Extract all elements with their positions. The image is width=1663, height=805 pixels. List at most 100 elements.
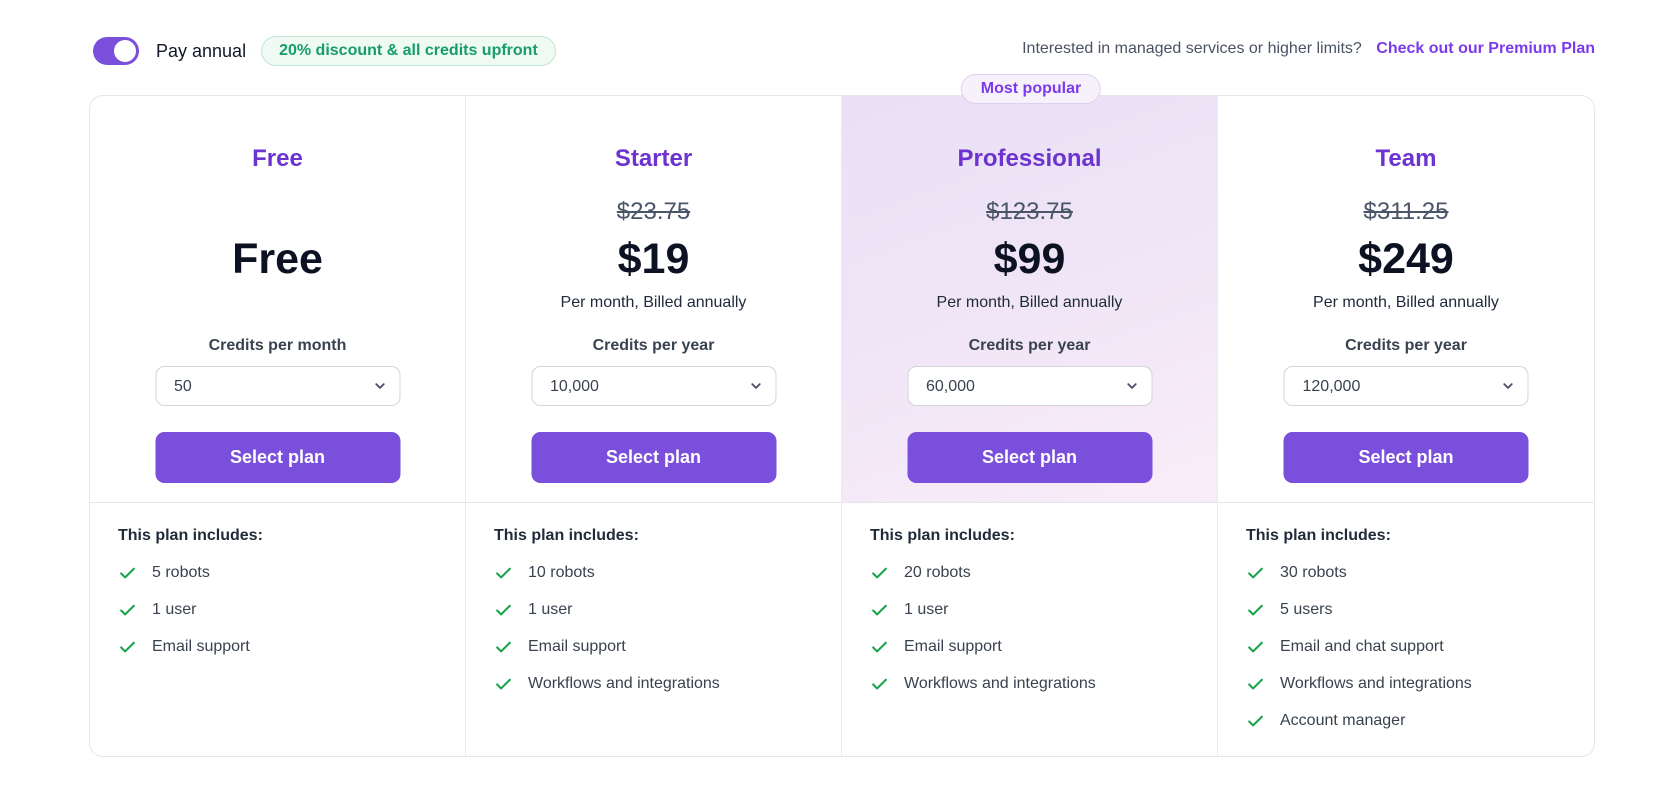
plan-price: $99 [993,235,1066,283]
plan-top-section: Starter $23.75 $19 Per month, Billed ann… [466,96,841,503]
plan-features-section: This plan includes: 5 robots [90,503,465,658]
feature-text: 1 user [152,601,197,618]
plan-column-professional: Professional $123.75 $99 Per month, Bill… [842,96,1218,756]
plan-name: Professional [957,145,1102,172]
discount-badge: 20% discount & all credits upfront [261,36,556,66]
plan-features-section: This plan includes: 30 robots [1218,503,1594,732]
check-icon [1246,712,1265,731]
check-icon [1246,601,1265,620]
check-icon [1246,638,1265,657]
plan-top-section: Team $311.25 $249 Per month, Billed annu… [1218,96,1594,503]
feature-item: Email support [494,636,823,658]
select-plan-button[interactable]: Select plan [907,432,1152,483]
feature-text: 20 robots [904,564,971,581]
pricing-card: Free Free Credits per month 50 Select pl… [89,95,1595,757]
feature-text: Email and chat support [1280,638,1444,655]
credits-select[interactable]: 120,000 [1283,366,1529,406]
feature-list: 30 robots 5 users Email and chat sup [1246,562,1576,732]
check-icon [494,638,513,657]
most-popular-badge: Most popular [960,74,1102,104]
feature-text: Workflows and integrations [1280,675,1472,692]
credits-label: Credits per year [968,337,1091,354]
plan-old-price: $123.75 [986,198,1073,225]
check-icon [870,638,889,657]
feature-text: 5 robots [152,564,210,581]
credits-label: Credits per year [592,337,715,354]
check-icon [494,564,513,583]
includes-title: This plan includes: [870,527,1015,544]
credits-select-wrap: 120,000 [1283,366,1529,406]
plan-old-price: $311.25 [1363,198,1449,225]
feature-item: 1 user [870,599,1199,621]
feature-item: 20 robots [870,562,1199,584]
credits-select[interactable]: 10,000 [531,366,776,406]
plan-price: Free [232,235,323,283]
feature-text: 10 robots [528,564,595,581]
plan-features-section: This plan includes: 20 robots [842,503,1217,695]
feature-text: Account manager [1280,712,1406,729]
check-icon [1246,564,1265,583]
feature-item: 10 robots [494,562,823,584]
select-plan-button[interactable]: Select plan [1283,432,1529,483]
credits-select[interactable]: 50 [155,366,400,406]
feature-item: Email support [118,636,447,658]
plan-column-team: Team $311.25 $249 Per month, Billed annu… [1218,96,1594,756]
check-icon [118,638,137,657]
plan-billing-note: Per month, Billed annually [1313,294,1499,311]
check-icon [870,675,889,694]
feature-item: 1 user [494,599,823,621]
credits-label: Credits per year [1345,337,1467,354]
pay-annual-toggle[interactable] [93,37,139,65]
check-icon [494,601,513,620]
feature-text: 1 user [904,601,949,618]
select-plan-button[interactable]: Select plan [155,432,400,483]
plan-price: $19 [617,235,690,283]
feature-text: 1 user [528,601,573,618]
credits-select-wrap: 60,000 [907,366,1152,406]
feature-item: 1 user [118,599,447,621]
pay-annual-control: Pay annual 20% discount & all credits up… [93,35,556,67]
plan-features-section: This plan includes: 10 robots [466,503,841,695]
feature-item: Workflows and integrations [1246,673,1576,695]
credits-select-wrap: 10,000 [531,366,776,406]
feature-list: 10 robots 1 user Email support [494,562,823,695]
feature-text: Workflows and integrations [904,675,1096,692]
feature-item: 5 robots [118,562,447,584]
feature-text: Email support [904,638,1002,655]
feature-item: Email support [870,636,1199,658]
check-icon [118,564,137,583]
feature-text: Email support [152,638,250,655]
plan-column-free: Free Free Credits per month 50 Select pl… [90,96,466,756]
includes-title: This plan includes: [118,527,263,544]
toggle-knob [114,40,136,62]
credits-select-wrap: 50 [155,366,400,406]
plan-top-section: Free Free Credits per month 50 Select pl… [90,96,465,503]
feature-item: Workflows and integrations [870,673,1199,695]
feature-item: Email and chat support [1246,636,1576,658]
feature-text: Email support [528,638,626,655]
plan-top-section: Professional $123.75 $99 Per month, Bill… [842,96,1217,503]
plan-column-starter: Starter $23.75 $19 Per month, Billed ann… [466,96,842,756]
pay-annual-label: Pay annual [156,40,247,61]
check-icon [118,601,137,620]
feature-text: 30 robots [1280,564,1347,581]
credits-select[interactable]: 60,000 [907,366,1152,406]
feature-item: Workflows and integrations [494,673,823,695]
includes-title: This plan includes: [1246,527,1391,544]
plan-old-price: $23.75 [616,198,691,225]
feature-item: 30 robots [1246,562,1576,584]
check-icon [1246,675,1265,694]
select-plan-button[interactable]: Select plan [531,432,776,483]
check-icon [870,564,889,583]
feature-list: 20 robots 1 user Email support [870,562,1199,695]
plan-name: Free [252,145,303,172]
premium-question: Interested in managed services or higher… [1022,40,1362,57]
includes-title: This plan includes: [494,527,639,544]
feature-item: Account manager [1246,710,1576,732]
premium-plan-link[interactable]: Check out our Premium Plan [1376,40,1595,57]
plan-name: Team [1375,145,1437,172]
plan-billing-note: Per month, Billed annually [936,294,1123,311]
credits-label: Credits per month [208,337,347,354]
plan-price: $249 [1358,235,1454,283]
feature-text: Workflows and integrations [528,675,720,692]
